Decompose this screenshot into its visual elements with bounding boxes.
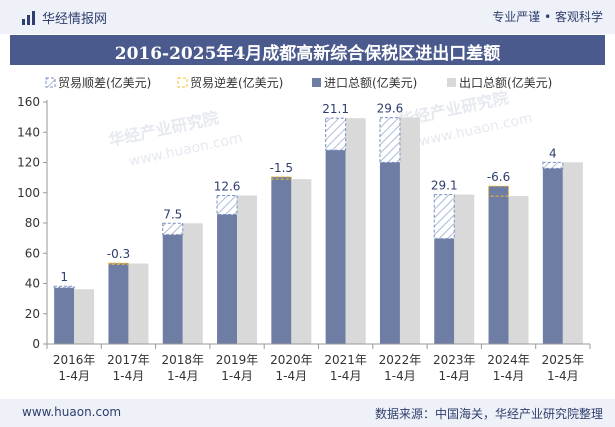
x-tick-label: 2020年 bbox=[270, 353, 313, 367]
y-tick-label: 40 bbox=[25, 277, 40, 291]
x-tick-sublabel: 1-4月 bbox=[547, 369, 579, 383]
x-tick-label: 2018年 bbox=[161, 353, 204, 367]
y-tick-label: 60 bbox=[25, 246, 40, 260]
x-tick-sublabel: 1-4月 bbox=[167, 369, 199, 383]
balance-label: 1 bbox=[60, 270, 68, 284]
surplus-bar bbox=[53, 285, 75, 289]
deficit-bar bbox=[107, 262, 129, 265]
y-tick-label: 160 bbox=[17, 95, 40, 109]
balance-label: 21.1 bbox=[322, 102, 349, 116]
chart-title: 2016-2025年4月成都高新综合保税区进出口差额 bbox=[114, 44, 501, 64]
legend-label: 出口总额(亿美元) bbox=[459, 75, 552, 90]
surplus-bar bbox=[162, 222, 184, 236]
bar-chart-logo-icon bbox=[22, 10, 36, 25]
import-bar bbox=[379, 162, 400, 344]
y-tick-label: 20 bbox=[25, 307, 40, 321]
import-bar bbox=[325, 150, 346, 344]
export-bar bbox=[454, 194, 475, 344]
legend: 贸易顺差(亿美元) 贸易逆差(亿美元) 进口总额(亿美元) 出口总额(亿美元) bbox=[45, 75, 552, 90]
legend-swatch bbox=[312, 78, 321, 87]
y-tick-label: 80 bbox=[25, 216, 40, 230]
x-tick-sublabel: 1-4月 bbox=[58, 369, 90, 383]
balance-label: 29.1 bbox=[431, 179, 458, 193]
x-axis: 2016年 1-4月 2017年 1-4月 2018年 1-4月 2019年 1-4月 2020… bbox=[46, 343, 591, 383]
x-tick-sublabel: 1-4月 bbox=[384, 369, 416, 383]
surplus-bar bbox=[542, 161, 564, 169]
export-bar bbox=[562, 162, 583, 344]
surplus-bar bbox=[433, 194, 455, 240]
legend-swatch bbox=[177, 77, 188, 88]
export-bar bbox=[182, 223, 203, 344]
legend-swatch bbox=[45, 77, 56, 88]
export-bar bbox=[291, 179, 312, 344]
deficit-bar bbox=[488, 185, 510, 197]
y-tick-label: 120 bbox=[17, 156, 40, 170]
import-bar bbox=[434, 238, 455, 344]
import-bar bbox=[217, 214, 238, 344]
legend-label: 进口总额(亿美元) bbox=[324, 75, 417, 90]
legend-swatch bbox=[447, 78, 456, 87]
x-tick-sublabel: 1-4月 bbox=[221, 369, 253, 383]
export-bar bbox=[128, 263, 149, 344]
x-tick-sublabel: 1-4月 bbox=[113, 369, 145, 383]
balance-label: -0.3 bbox=[107, 247, 130, 261]
brand-name: 华经情报网 bbox=[42, 12, 108, 27]
x-tick-label: 2023年 bbox=[433, 353, 476, 367]
x-tick-sublabel: 1-4月 bbox=[330, 369, 362, 383]
balance-label: -6.6 bbox=[487, 170, 510, 184]
data-source: 数据来源：中国海关，华经产业研究院整理 bbox=[374, 407, 603, 421]
export-bar bbox=[399, 117, 420, 344]
surplus-bar bbox=[325, 117, 347, 151]
y-tick-label: 140 bbox=[17, 125, 40, 139]
import-bar bbox=[54, 287, 75, 344]
brand[interactable]: 华经情报网 bbox=[22, 8, 107, 27]
x-tick-label: 2025年 bbox=[542, 353, 585, 367]
export-bar bbox=[237, 195, 258, 344]
x-tick-label: 2021年 bbox=[324, 353, 367, 367]
export-bar bbox=[345, 118, 366, 344]
export-bar bbox=[508, 196, 529, 344]
chart: 贸易顺差(亿美元) 贸易逆差(亿美元) 进口总额(亿美元) 出口总额(亿美元) 华经产… bbox=[17, 75, 591, 383]
balance-label: 29.6 bbox=[377, 102, 404, 116]
balance-label: 12.6 bbox=[214, 179, 241, 193]
balance-label: 4 bbox=[549, 146, 557, 160]
x-tick-label: 2016年 bbox=[53, 353, 96, 367]
bars: 1 -0.3 7.5 12.6 -1.5 21.1 29.6 29.1 -6.6 4 bbox=[53, 102, 583, 344]
import-bar bbox=[542, 168, 563, 344]
website-link[interactable]: www.huaon.com bbox=[22, 405, 122, 419]
import-bar bbox=[488, 186, 509, 344]
legend-label: 贸易顺差(亿美元) bbox=[58, 75, 151, 90]
y-tick-label: 0 bbox=[32, 337, 40, 351]
x-tick-sublabel: 1-4月 bbox=[276, 369, 308, 383]
legend-label: 贸易逆差(亿美元) bbox=[190, 75, 283, 90]
x-tick-label: 2022年 bbox=[379, 353, 422, 367]
balance-label: 7.5 bbox=[163, 207, 182, 221]
import-bar bbox=[162, 234, 183, 344]
top-bar: 华经情报网 专业严谨 • 客观科学 bbox=[0, 0, 615, 34]
x-tick-sublabel: 1-4月 bbox=[438, 369, 470, 383]
x-tick-label: 2017年 bbox=[107, 353, 150, 367]
balance-label: -1.5 bbox=[270, 161, 293, 175]
import-bar bbox=[271, 176, 292, 344]
y-tick-label: 100 bbox=[17, 186, 40, 200]
footer: www.huaon.com 数据来源：中国海关，华经产业研究院整理 bbox=[0, 399, 615, 427]
title-bar: 2016-2025年4月成都高新综合保税区进出口差额 bbox=[10, 35, 605, 65]
export-bar bbox=[74, 289, 95, 344]
x-tick-label: 2024年 bbox=[487, 353, 530, 367]
surplus-bar bbox=[216, 194, 238, 216]
y-axis: 0 20 40 60 80 100 120 140 160 bbox=[17, 95, 48, 351]
x-tick-label: 2019年 bbox=[216, 353, 259, 367]
import-bar bbox=[108, 263, 129, 344]
tagline: 专业严谨 • 客观科学 bbox=[492, 10, 603, 24]
surplus-bar bbox=[379, 117, 401, 163]
x-tick-sublabel: 1-4月 bbox=[493, 369, 525, 383]
deficit-bar bbox=[270, 176, 292, 180]
